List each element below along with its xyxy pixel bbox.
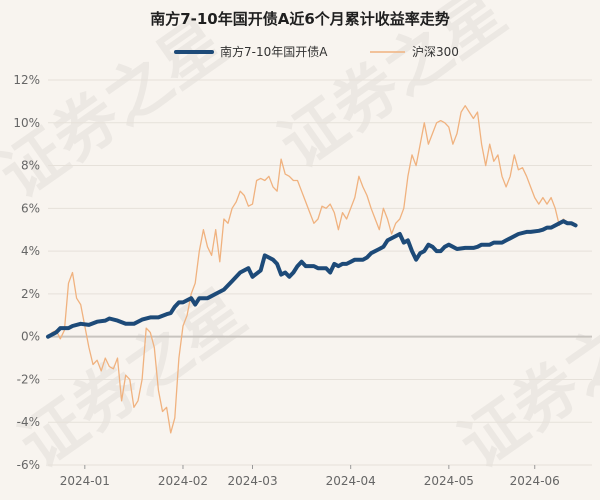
series-lines	[46, 105, 578, 434]
y-tick-label: -2%	[17, 372, 40, 386]
y-tick-label: 0%	[21, 330, 40, 344]
legend-label-index: 沪深300	[412, 45, 459, 59]
y-tick-label: 8%	[21, 159, 40, 173]
x-tick-label: 2024-04	[326, 474, 376, 488]
x-tick-label: 2024-03	[227, 474, 277, 488]
watermark-text: 证券之星	[0, 6, 239, 213]
series-line-fund	[46, 219, 578, 339]
y-tick-label: 10%	[13, 116, 40, 130]
series-line-csi300	[47, 105, 569, 434]
x-tick-label: 2024-02	[158, 474, 208, 488]
y-gridlines	[48, 79, 592, 466]
x-tick-label: 2024-01	[60, 474, 110, 488]
watermark-layer: 证券之星 证券之星 证券之星 证券之星	[0, 0, 600, 483]
legend-label-fund: 南方7-10年国开债A	[220, 44, 328, 59]
y-tick-label: -4%	[17, 415, 40, 429]
x-axis-ticks: 2024-01 2024-02 2024-03 2024-04 2024-05 2024-…	[60, 465, 560, 488]
legend: 南方7-10年国开债A 沪深300	[174, 44, 459, 59]
y-tick-label: 4%	[21, 244, 40, 258]
y-tick-label: 6%	[21, 201, 40, 215]
y-tick-label: 12%	[13, 73, 40, 87]
x-tick-label: 2024-06	[510, 474, 560, 488]
y-tick-label: -6%	[17, 458, 40, 472]
x-tick-label: 2024-05	[424, 474, 474, 488]
y-axis-ticks: -6% -4% -2% 0% 2% 4% 6% 8% 10% 12%	[13, 73, 40, 472]
chart-title: 南方7-10年国开债A近6个月累计收益率走势	[150, 10, 450, 28]
y-tick-label: 2%	[21, 287, 40, 301]
